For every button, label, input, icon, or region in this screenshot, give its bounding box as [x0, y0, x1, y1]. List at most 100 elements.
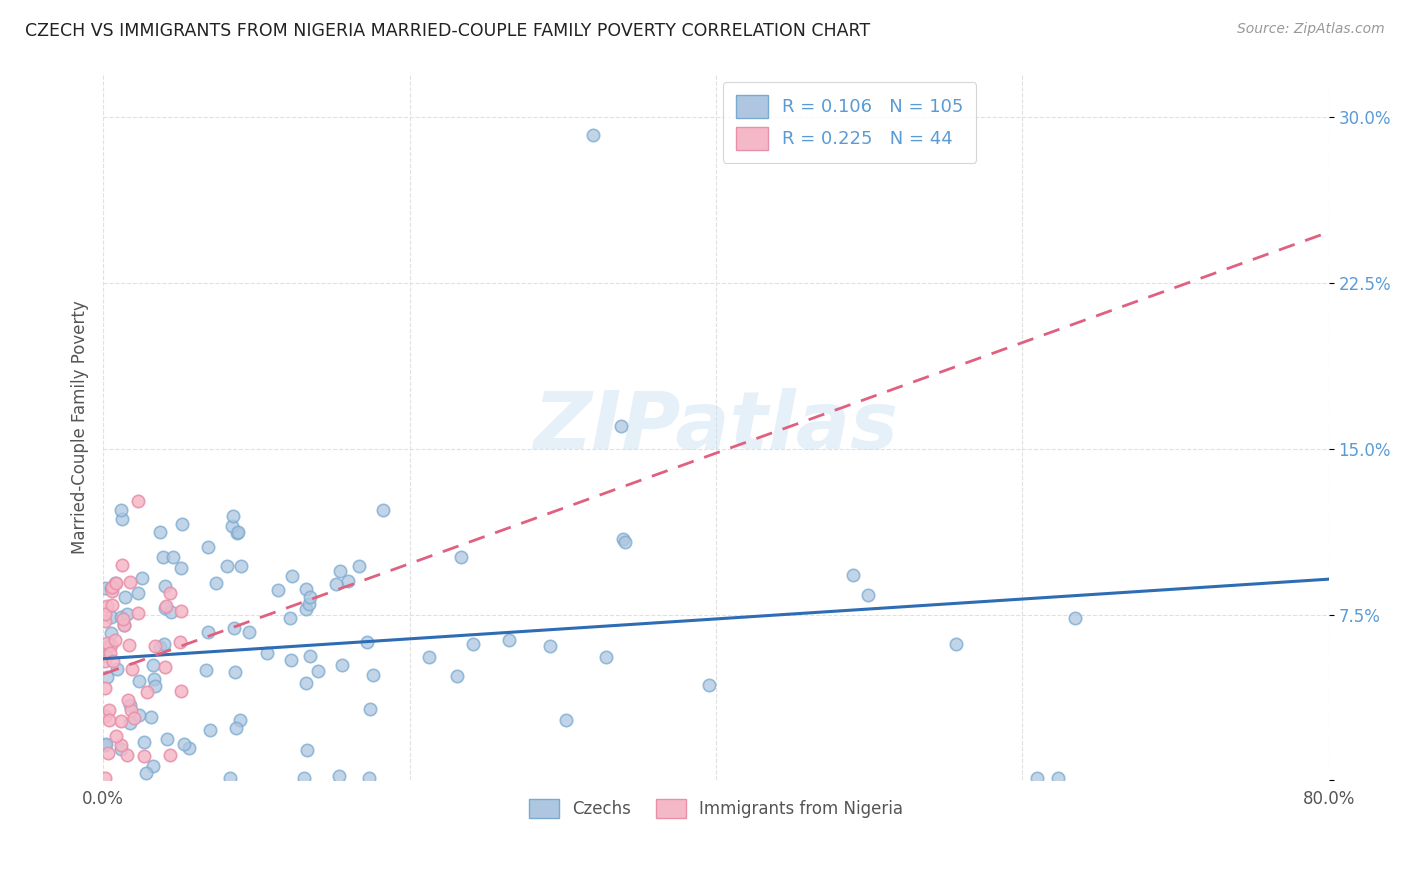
Point: [131, 571, 153, 585]
Point: [225, 525, 247, 540]
Point: [170, 684, 193, 698]
Point: [418, 649, 440, 664]
Point: [325, 576, 347, 591]
Point: [112, 612, 135, 626]
Point: [135, 685, 157, 699]
Point: [120, 698, 142, 712]
Point: [96, 670, 118, 684]
Point: [173, 737, 195, 751]
Point: [93, 654, 115, 668]
Point: [238, 624, 260, 639]
Point: [361, 668, 384, 682]
Point: [162, 549, 184, 564]
Point: [112, 617, 135, 632]
Point: [357, 771, 380, 785]
Point: [122, 710, 145, 724]
Point: [1025, 771, 1047, 785]
Point: [298, 597, 321, 611]
Point: [94, 648, 117, 663]
Point: [582, 128, 605, 142]
Point: [143, 639, 166, 653]
Point: [110, 742, 132, 756]
Point: [132, 748, 155, 763]
Point: [595, 649, 617, 664]
Point: [155, 599, 177, 614]
Point: [101, 583, 124, 598]
Point: [160, 605, 183, 619]
Point: [295, 743, 318, 757]
Point: [152, 550, 174, 565]
Point: [96, 599, 118, 613]
Point: [450, 549, 472, 564]
Text: Source: ZipAtlas.com: Source: ZipAtlas.com: [1237, 22, 1385, 37]
Point: [555, 713, 578, 727]
Point: [267, 583, 290, 598]
Point: [298, 648, 321, 663]
Point: [371, 503, 394, 517]
Point: [197, 541, 219, 555]
Point: [112, 618, 135, 632]
Point: [120, 575, 142, 590]
Point: [337, 574, 360, 588]
Point: [299, 590, 322, 604]
Point: [100, 580, 122, 594]
Point: [842, 568, 865, 582]
Point: [222, 509, 245, 524]
Point: [328, 769, 350, 783]
Point: [120, 703, 142, 717]
Point: [170, 604, 193, 618]
Point: [132, 735, 155, 749]
Point: [115, 607, 138, 622]
Point: [307, 664, 329, 678]
Point: [446, 669, 468, 683]
Point: [142, 759, 165, 773]
Point: [117, 693, 139, 707]
Point: [278, 611, 301, 625]
Point: [141, 710, 163, 724]
Point: [156, 731, 179, 746]
Point: [281, 569, 304, 583]
Point: [100, 638, 122, 652]
Point: [93, 681, 115, 695]
Point: [159, 585, 181, 599]
Point: [127, 493, 149, 508]
Point: [224, 665, 246, 679]
Point: [612, 533, 634, 547]
Point: [359, 702, 381, 716]
Text: CZECH VS IMMIGRANTS FROM NIGERIA MARRIED-COUPLE FAMILY POVERTY CORRELATION CHART: CZECH VS IMMIGRANTS FROM NIGERIA MARRIED…: [25, 22, 870, 40]
Text: ZIPatlas: ZIPatlas: [533, 388, 898, 466]
Point: [128, 707, 150, 722]
Point: [93, 607, 115, 621]
Point: [98, 703, 121, 717]
Point: [215, 559, 238, 574]
Point: [127, 606, 149, 620]
Point: [110, 610, 132, 624]
Point: [221, 518, 243, 533]
Point: [226, 524, 249, 539]
Point: [143, 679, 166, 693]
Point: [172, 517, 194, 532]
Point: [104, 729, 127, 743]
Point: [111, 558, 134, 572]
Point: [194, 663, 217, 677]
Point: [118, 716, 141, 731]
Point: [96, 635, 118, 649]
Y-axis label: Married-Couple Family Poverty: Married-Couple Family Poverty: [72, 300, 89, 554]
Point: [135, 766, 157, 780]
Point: [153, 660, 176, 674]
Point: [143, 672, 166, 686]
Point: [100, 626, 122, 640]
Point: [96, 737, 118, 751]
Point: [347, 559, 370, 574]
Point: [149, 640, 172, 655]
Point: [153, 579, 176, 593]
Point: [1047, 771, 1070, 785]
Point: [945, 637, 967, 651]
Point: [159, 747, 181, 762]
Point: [218, 771, 240, 785]
Point: [111, 512, 134, 526]
Point: [200, 723, 222, 737]
Point: [356, 634, 378, 648]
Point: [197, 625, 219, 640]
Point: [104, 633, 127, 648]
